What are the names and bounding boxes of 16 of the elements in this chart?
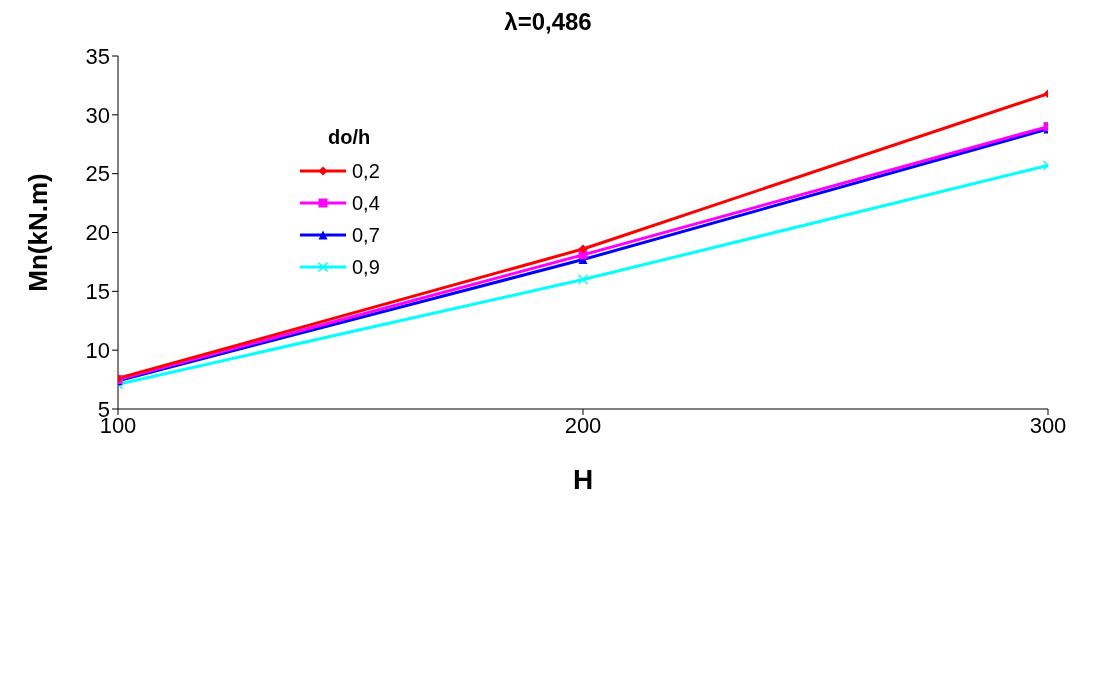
y-tick-label: 30 xyxy=(85,102,110,128)
legend-label: 0,7 xyxy=(352,223,380,247)
y-tick-label: 10 xyxy=(85,337,110,363)
chart-title: λ=0,486 xyxy=(503,8,593,36)
y-tick-label: 15 xyxy=(85,279,110,305)
y-tick-label: 35 xyxy=(85,43,110,69)
legend-title: do/h xyxy=(328,126,372,149)
x-tick-label: 300 xyxy=(1029,412,1067,438)
x-tick-label: 200 xyxy=(564,412,602,438)
y-tick-label: 25 xyxy=(85,161,110,187)
y-axis-title: Mn(kN.m) xyxy=(23,173,54,292)
legend-label: 0,4 xyxy=(352,191,380,215)
y-tick-label: 20 xyxy=(85,220,110,246)
legend-label: 0,9 xyxy=(352,255,380,279)
legend-label: 0,2 xyxy=(352,159,380,183)
x-axis-title: H xyxy=(572,464,594,495)
